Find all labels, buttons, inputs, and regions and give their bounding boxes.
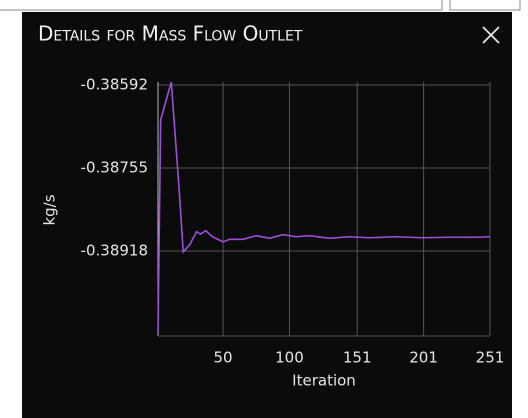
x-tick-label: 50 bbox=[214, 349, 233, 367]
x-tick-label: 201 bbox=[409, 349, 438, 367]
data-line bbox=[157, 81, 491, 334]
details-panel bbox=[22, 12, 512, 418]
x-tick-label: 251 bbox=[476, 349, 505, 367]
x-tick-label: 100 bbox=[275, 349, 304, 367]
y-tick-label: -0.38918 bbox=[81, 241, 148, 259]
close-button[interactable] bbox=[482, 26, 500, 44]
y-tick-label: -0.38592 bbox=[81, 76, 148, 94]
y-axis-label: kg/s bbox=[41, 194, 59, 225]
x-tick-label: 151 bbox=[343, 349, 372, 367]
x-axis-label: Iteration bbox=[292, 372, 356, 390]
input-field bbox=[0, 0, 443, 11]
input-field bbox=[449, 0, 521, 11]
plot: -0.38592 -0.38755 -0.38918 50 100 151 201 251 bbox=[81, 76, 505, 367]
y-tick-label: -0.38755 bbox=[81, 159, 148, 177]
panel-title: Details for Mass Flow Outlet bbox=[38, 22, 303, 46]
close-icon[interactable] bbox=[482, 26, 500, 44]
